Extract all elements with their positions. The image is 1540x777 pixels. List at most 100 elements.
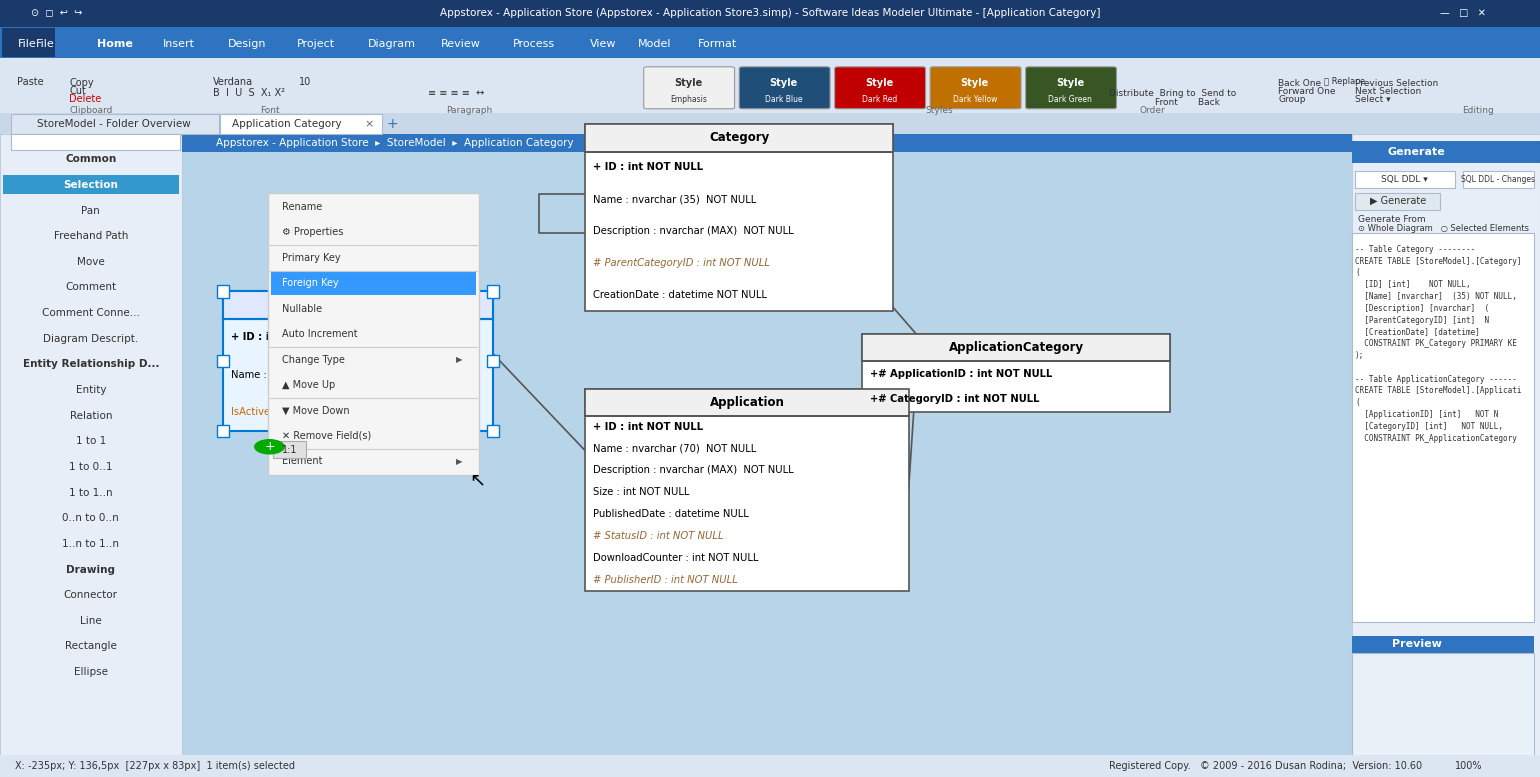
Text: Select ▾: Select ▾ bbox=[1355, 95, 1391, 104]
Text: ⊙  ◻  ↩  ↪: ⊙ ◻ ↩ ↪ bbox=[31, 9, 82, 18]
Text: Name : nvarchar (70)  NOT NULL: Name : nvarchar (70) NOT NULL bbox=[593, 444, 756, 454]
Text: Comment Conne...: Comment Conne... bbox=[42, 308, 140, 318]
Text: ▶: ▶ bbox=[456, 355, 462, 364]
Text: DownloadCounter : int NOT NULL: DownloadCounter : int NOT NULL bbox=[593, 552, 758, 563]
Text: Editing: Editing bbox=[1463, 106, 1494, 115]
Text: ⊙ Whole Diagram   ○ Selected Elements: ⊙ Whole Diagram ○ Selected Elements bbox=[1358, 224, 1529, 233]
Text: # ParentCategoryID : int NOT NULL: # ParentCategoryID : int NOT NULL bbox=[593, 258, 770, 268]
Text: Selection: Selection bbox=[63, 180, 119, 190]
Text: # StatusID : int NOT NULL: # StatusID : int NOT NULL bbox=[593, 531, 724, 541]
Text: Front       Back: Front Back bbox=[1155, 98, 1220, 107]
Text: Order: Order bbox=[1140, 106, 1164, 115]
Text: ▶: ▶ bbox=[456, 457, 462, 465]
Text: View: View bbox=[590, 39, 616, 48]
Text: Dark Green: Dark Green bbox=[1049, 95, 1092, 104]
Text: Cut: Cut bbox=[69, 86, 86, 96]
Text: Description : nvarchar (MAX)  NOT NULL: Description : nvarchar (MAX) NOT NULL bbox=[593, 465, 793, 476]
Text: Appstorex - Application Store  ▸  StoreModel  ▸  Application Category: Appstorex - Application Store ▸ StoreMod… bbox=[216, 138, 573, 148]
Text: Insert: Insert bbox=[163, 39, 196, 48]
Text: Clipboard: Clipboard bbox=[69, 106, 112, 115]
Text: Change Type: Change Type bbox=[282, 354, 345, 364]
Text: Emphasis: Emphasis bbox=[670, 95, 707, 104]
Text: Registered Copy.   © 2009 - 2016 Dusan Rodina;  Version: 10.60: Registered Copy. © 2009 - 2016 Dusan Rod… bbox=[1109, 761, 1421, 771]
Text: Project: Project bbox=[297, 39, 336, 48]
Text: +: + bbox=[387, 117, 399, 131]
Text: Relation: Relation bbox=[69, 411, 112, 420]
Text: Category: Category bbox=[708, 131, 770, 145]
Text: ✕ Remove Field(s): ✕ Remove Field(s) bbox=[282, 430, 371, 441]
Text: Appstorex - Application Store (Appstorex - Application Store3.simp) - Software I: Appstorex - Application Store (Appstorex… bbox=[440, 9, 1100, 18]
Text: Ellipse: Ellipse bbox=[74, 667, 108, 677]
Text: Style: Style bbox=[1056, 78, 1084, 88]
Text: Home: Home bbox=[97, 39, 132, 48]
Text: Nullable: Nullable bbox=[282, 304, 322, 314]
Text: Generate: Generate bbox=[1388, 148, 1446, 157]
Text: Name : nvarchar (70)  NOT NULL: Name : nvarchar (70) NOT NULL bbox=[231, 370, 394, 380]
Text: Primary Key: Primary Key bbox=[282, 253, 340, 263]
Text: + ID : int NOT NULL: + ID : int NOT NULL bbox=[231, 333, 342, 343]
Text: + ID : int NOT NULL: + ID : int NOT NULL bbox=[593, 162, 704, 172]
Text: ⚙ Properties: ⚙ Properties bbox=[282, 228, 343, 238]
Text: X: -235px; Y: 136,5px  [227px x 83px]  1 item(s) selected: X: -235px; Y: 136,5px [227px x 83px] 1 i… bbox=[15, 761, 296, 771]
Text: 1 to 1..n: 1 to 1..n bbox=[69, 488, 112, 497]
Text: -- Table Category --------
CREATE TABLE [StoreModel].[Category]
(
  [ID] [int]  : -- Table Category -------- CREATE TABLE … bbox=[1355, 245, 1522, 443]
Text: SQL DDL - Changes: SQL DDL - Changes bbox=[1461, 175, 1535, 184]
Text: Connector: Connector bbox=[63, 591, 119, 600]
Text: Move: Move bbox=[77, 257, 105, 267]
Text: +# CategoryID : int NOT NULL: +# CategoryID : int NOT NULL bbox=[870, 394, 1040, 404]
Text: B  I  U  S  X₁ X²: B I U S X₁ X² bbox=[213, 89, 285, 98]
Text: Diagram Descript.: Diagram Descript. bbox=[43, 334, 139, 343]
Text: +# ApplicationID : int NOT NULL: +# ApplicationID : int NOT NULL bbox=[870, 369, 1052, 379]
Text: Line: Line bbox=[80, 616, 102, 625]
Text: Foreign Key: Foreign Key bbox=[282, 278, 339, 288]
Text: ApplicationCategory: ApplicationCategory bbox=[949, 341, 1084, 354]
Text: Common: Common bbox=[65, 155, 117, 164]
Text: Forward One: Forward One bbox=[1278, 87, 1335, 96]
Text: Design: Design bbox=[228, 39, 266, 48]
Text: 1..n to 1..n: 1..n to 1..n bbox=[62, 539, 120, 549]
Text: Preview: Preview bbox=[1392, 639, 1441, 649]
Text: Paste: Paste bbox=[17, 77, 45, 86]
Text: Delete: Delete bbox=[69, 94, 102, 103]
Text: 0..n to 0..n: 0..n to 0..n bbox=[63, 514, 119, 523]
Text: 🔍 Replace...: 🔍 Replace... bbox=[1324, 77, 1374, 86]
Text: Generate From: Generate From bbox=[1358, 214, 1426, 224]
Text: +: + bbox=[265, 441, 274, 453]
Text: ▶ Generate: ▶ Generate bbox=[1371, 197, 1426, 206]
Text: Group: Group bbox=[1278, 95, 1306, 104]
Text: Dark Red: Dark Red bbox=[862, 95, 896, 104]
Text: # PublisherID : int NOT NULL: # PublisherID : int NOT NULL bbox=[593, 575, 738, 584]
Text: 100%: 100% bbox=[1455, 761, 1483, 771]
Text: ▲ Move Up: ▲ Move Up bbox=[282, 380, 336, 390]
Text: Model: Model bbox=[638, 39, 671, 48]
Text: Size : int NOT NULL: Size : int NOT NULL bbox=[593, 487, 690, 497]
Text: ▼ Move Down: ▼ Move Down bbox=[282, 406, 350, 416]
Text: Verdana: Verdana bbox=[213, 77, 253, 86]
Text: + ID : int NOT NULL: + ID : int NOT NULL bbox=[593, 422, 704, 431]
Text: File: File bbox=[18, 39, 37, 48]
Text: Comment: Comment bbox=[65, 283, 117, 292]
Text: Dark Yellow: Dark Yellow bbox=[953, 95, 996, 104]
Text: Back One: Back One bbox=[1278, 79, 1321, 89]
Text: Pan: Pan bbox=[82, 206, 100, 215]
Text: Process: Process bbox=[513, 39, 554, 48]
Text: PublishedDate : datetime NULL: PublishedDate : datetime NULL bbox=[593, 509, 748, 519]
Text: ↖: ↖ bbox=[470, 470, 485, 489]
Text: Name : nvarchar (35)  NOT NULL: Name : nvarchar (35) NOT NULL bbox=[593, 194, 756, 204]
Text: Copy: Copy bbox=[69, 78, 94, 88]
Text: Previous Selection: Previous Selection bbox=[1355, 79, 1438, 89]
Text: ×: × bbox=[365, 120, 374, 129]
Text: Description : nvarchar (MAX)  NOT NULL: Description : nvarchar (MAX) NOT NULL bbox=[593, 226, 793, 236]
Text: Auto Increment: Auto Increment bbox=[282, 329, 357, 339]
Text: Style: Style bbox=[961, 78, 989, 88]
Text: 1 to 0..1: 1 to 0..1 bbox=[69, 462, 112, 472]
Text: File: File bbox=[35, 39, 54, 48]
Text: 1 to 1: 1 to 1 bbox=[75, 437, 106, 446]
Text: Application Category: Application Category bbox=[231, 120, 342, 129]
Text: Format: Format bbox=[698, 39, 736, 48]
Text: Rename: Rename bbox=[282, 202, 322, 212]
Text: Freehand Path: Freehand Path bbox=[54, 232, 128, 241]
Text: Distribute  Bring to  Send to: Distribute Bring to Send to bbox=[1109, 89, 1237, 98]
Text: Style: Style bbox=[770, 78, 798, 88]
Text: Paragraph: Paragraph bbox=[447, 106, 493, 115]
